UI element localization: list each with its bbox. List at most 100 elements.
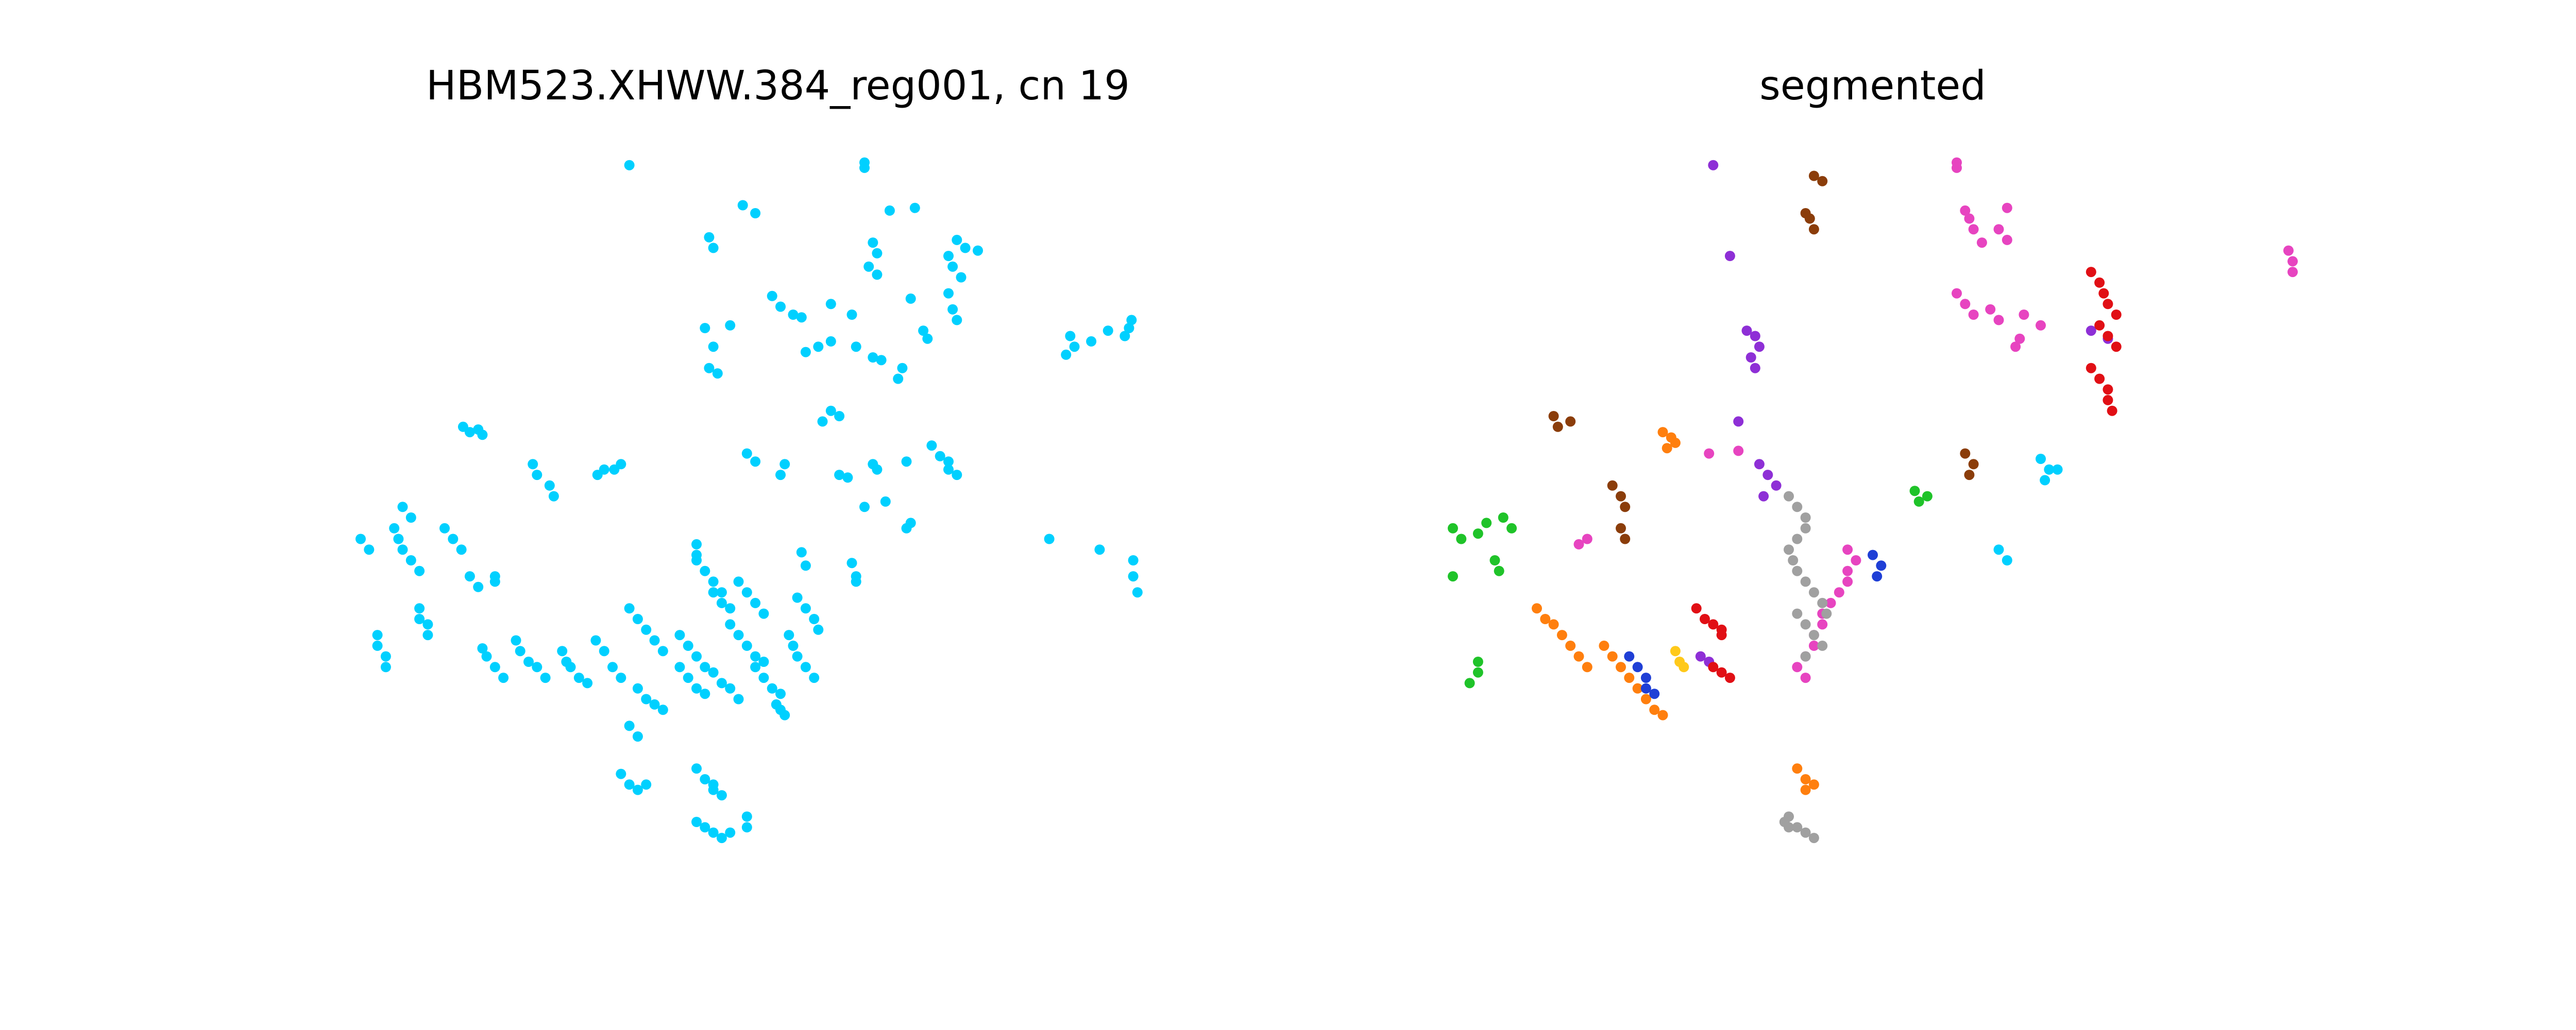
scatter-point xyxy=(1800,576,1811,587)
scatter-point xyxy=(1976,237,1987,248)
scatter-point xyxy=(364,544,375,555)
scatter-point xyxy=(632,784,643,795)
scatter-point xyxy=(489,662,500,673)
scatter-point xyxy=(1851,555,1861,565)
scatter-point xyxy=(691,817,702,827)
scatter-point xyxy=(825,405,836,416)
scatter-point xyxy=(1657,710,1668,720)
scatter-point xyxy=(909,202,920,213)
scatter-point xyxy=(1733,445,1744,456)
scatter-point xyxy=(708,243,719,253)
scatter-point xyxy=(1784,544,1794,555)
scatter-point xyxy=(750,208,761,218)
scatter-point xyxy=(792,651,803,662)
scatter-point xyxy=(489,576,500,587)
scatter-point xyxy=(1808,224,1819,235)
scatter-point xyxy=(796,312,807,323)
scatter-point xyxy=(741,640,752,651)
scatter-point xyxy=(800,662,811,673)
scatter-point xyxy=(1808,170,1819,181)
scatter-point xyxy=(1448,523,1458,534)
scatter-point xyxy=(1695,651,1706,662)
scatter-point xyxy=(741,448,752,459)
scatter-point xyxy=(473,581,484,592)
scatter-point xyxy=(1498,512,1509,523)
scatter-point xyxy=(624,603,635,614)
scatter-point xyxy=(691,763,702,774)
scatter-point xyxy=(674,630,685,641)
scatter-point xyxy=(2014,333,2025,344)
scatter-point xyxy=(935,451,945,461)
scatter-point xyxy=(1670,437,1681,448)
scatter-point xyxy=(1800,512,1811,523)
scatter-point xyxy=(741,811,752,822)
scatter-point xyxy=(767,683,777,694)
scatter-point xyxy=(1094,544,1105,555)
scatter-point xyxy=(691,683,702,694)
scatter-point xyxy=(1909,486,1920,496)
scatter-point xyxy=(1968,310,1979,320)
scatter-point xyxy=(2036,320,2046,331)
scatter-point xyxy=(1741,325,1752,336)
scatter-point xyxy=(952,470,962,480)
scatter-point xyxy=(851,341,861,352)
scatter-point xyxy=(691,539,702,550)
scatter-point xyxy=(573,673,584,683)
scatter-point xyxy=(380,662,391,673)
scatter-point xyxy=(532,470,543,480)
scatter-point xyxy=(876,355,887,366)
scatter-point xyxy=(817,416,828,427)
scatter-point xyxy=(758,608,769,619)
scatter-point xyxy=(641,624,652,635)
scatter-point xyxy=(712,368,723,379)
scatter-point xyxy=(1808,779,1819,790)
scatter-point xyxy=(1817,597,1828,608)
scatter-point xyxy=(775,301,786,312)
scatter-point xyxy=(477,643,488,654)
scatter-point xyxy=(809,614,820,624)
scatter-point xyxy=(2103,331,2113,341)
scatter-point xyxy=(767,290,777,301)
scatter-point xyxy=(1552,421,1563,432)
scatter-point xyxy=(716,678,727,689)
scatter-point xyxy=(704,363,715,373)
scatter-point xyxy=(405,512,416,523)
scatter-point xyxy=(2086,267,2096,278)
scatter-point xyxy=(1649,689,1660,699)
scatter-point xyxy=(2103,394,2113,405)
scatter-point xyxy=(657,646,668,657)
scatter-point xyxy=(1565,416,1576,427)
scatter-point xyxy=(1960,448,1971,459)
scatter-point xyxy=(1993,315,2004,325)
scatter-point xyxy=(1472,528,1483,539)
scatter-point xyxy=(1754,341,1765,352)
scatter-point xyxy=(1607,480,1618,491)
scatter-point xyxy=(2036,454,2046,464)
scatter-point xyxy=(632,683,643,694)
scatter-point xyxy=(691,651,702,662)
scatter-point xyxy=(1724,673,1735,683)
scatter-point xyxy=(641,779,652,790)
scatter-point xyxy=(2287,267,2298,278)
scatter-point xyxy=(1494,565,1504,576)
scatter-point xyxy=(960,243,971,253)
scatter-point xyxy=(1792,822,1803,833)
scatter-point xyxy=(1779,817,1790,827)
scatter-point xyxy=(683,673,693,683)
scatter-point xyxy=(716,597,727,608)
scatter-point xyxy=(1868,550,1878,560)
scatter-point xyxy=(800,347,811,357)
scatter-point xyxy=(1762,470,1773,480)
scatter-point xyxy=(1993,224,2004,235)
scatter-point xyxy=(557,646,568,657)
scatter-point xyxy=(1708,160,1719,170)
scatter-point xyxy=(758,673,769,683)
scatter-point xyxy=(880,496,891,507)
scatter-point xyxy=(1733,416,1744,427)
scatter-point xyxy=(1745,352,1756,363)
scatter-point xyxy=(834,470,845,480)
scatter-point xyxy=(1670,646,1681,657)
scatter-point xyxy=(1632,662,1643,673)
scatter-point xyxy=(397,544,408,555)
scatter-point xyxy=(741,822,752,833)
